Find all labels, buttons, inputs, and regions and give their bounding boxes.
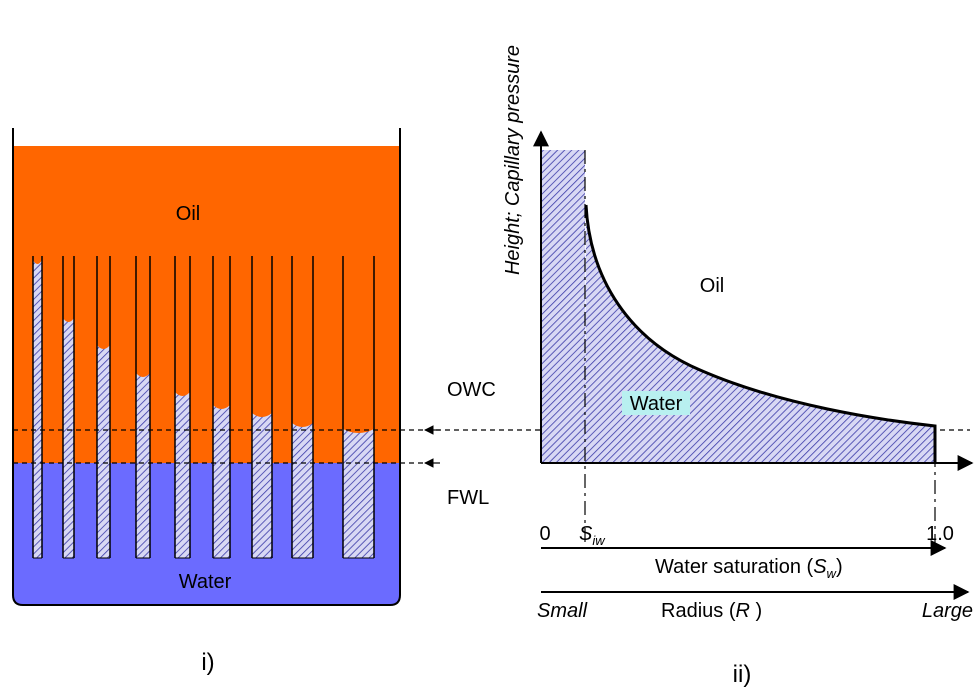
text: Radius ( xyxy=(661,600,736,622)
tube-part xyxy=(97,345,110,558)
text: R xyxy=(735,600,749,622)
water-region xyxy=(541,150,937,463)
water-label: Water xyxy=(630,393,683,415)
siw-main: S xyxy=(579,523,593,545)
siw-sub: iw xyxy=(592,533,606,548)
x-end-label: 1.0 xyxy=(926,523,954,545)
water-label-bg xyxy=(622,391,690,415)
oil-label: Oil xyxy=(700,275,724,297)
tube-part xyxy=(63,318,74,558)
axes xyxy=(533,130,974,600)
text: ) xyxy=(750,600,762,622)
oil-label: Oil xyxy=(176,203,200,225)
text: ) xyxy=(836,556,843,578)
tube-part xyxy=(33,260,42,558)
saturation-axis-label: Water saturation (Sw) xyxy=(655,556,843,581)
caption: i) xyxy=(201,649,214,676)
radius-small: Small xyxy=(537,600,588,622)
tube-part xyxy=(343,429,374,558)
radius-large: Large xyxy=(922,600,973,622)
capillary-tubes xyxy=(32,256,375,559)
y-axis-label: Height; Capillary pressure xyxy=(502,45,524,275)
owc-label: OWC xyxy=(447,379,496,401)
tube-part xyxy=(252,413,272,558)
tube-part xyxy=(175,392,190,558)
siw-label: Siw xyxy=(579,523,606,548)
subscript: w xyxy=(827,566,838,581)
radius-axis-label: Radius (R ) xyxy=(661,600,762,622)
container xyxy=(12,128,401,606)
tube-part xyxy=(136,373,150,558)
x-start-label: 0 xyxy=(539,523,550,545)
tube-part xyxy=(292,423,313,558)
fwl-label: FWL xyxy=(447,487,489,509)
contact-lines xyxy=(13,425,970,468)
tube-part xyxy=(213,405,230,558)
text: Water saturation ( xyxy=(655,556,814,578)
water-label: Water xyxy=(179,571,232,593)
caption: ii) xyxy=(733,661,752,688)
text: S xyxy=(813,556,827,578)
